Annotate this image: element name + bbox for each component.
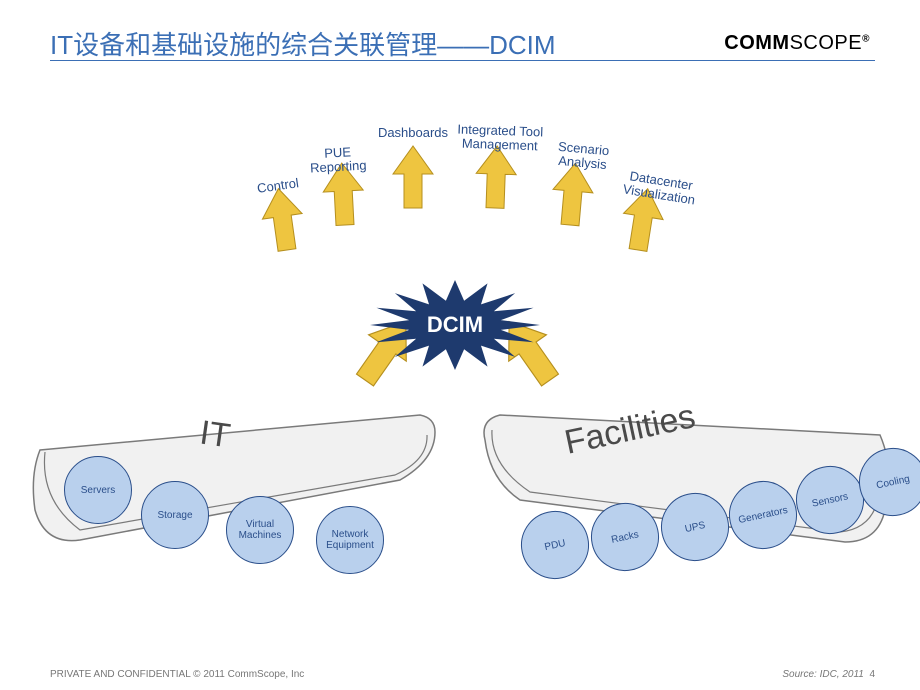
output-label: Integrated ToolManagement [455, 122, 546, 154]
output-label: PUEReporting [292, 144, 383, 177]
output-label: Control [232, 173, 323, 200]
page-title: IT设备和基础设施的综合关联管理——DCIM [50, 25, 556, 62]
center-label: DCIM [427, 312, 483, 338]
group-label: IT [197, 414, 232, 457]
component-bubble: NetworkEquipment [316, 506, 384, 574]
component-bubble: PDU [515, 505, 596, 586]
component-bubble: UPS [655, 487, 736, 568]
diagram-canvas: ControlPUEReporting DashboardsIntegrated … [0, 60, 920, 640]
component-bubble: Generators [723, 475, 804, 556]
group-label: Facilities [561, 397, 698, 463]
component-bubble: VirtualMachines [226, 496, 294, 564]
page-number: 4 [869, 669, 875, 680]
component-bubble: Racks [585, 497, 666, 578]
output-label: Dashboards [368, 126, 458, 140]
component-bubble: Storage [141, 481, 209, 549]
brand-logo: COMMSCOPE® [724, 32, 870, 55]
component-bubble: Sensors [790, 460, 871, 541]
footer-confidential: PRIVATE AND CONFIDENTIAL © 2011 CommScop… [50, 669, 304, 680]
component-bubble: Servers [64, 456, 132, 524]
component-bubble: Cooling [853, 442, 920, 523]
output-label: DatacenterVisualization [613, 167, 706, 209]
footer-source: Source: IDC, 2011 [782, 669, 864, 680]
output-label: ScenarioAnalysis [537, 138, 629, 174]
